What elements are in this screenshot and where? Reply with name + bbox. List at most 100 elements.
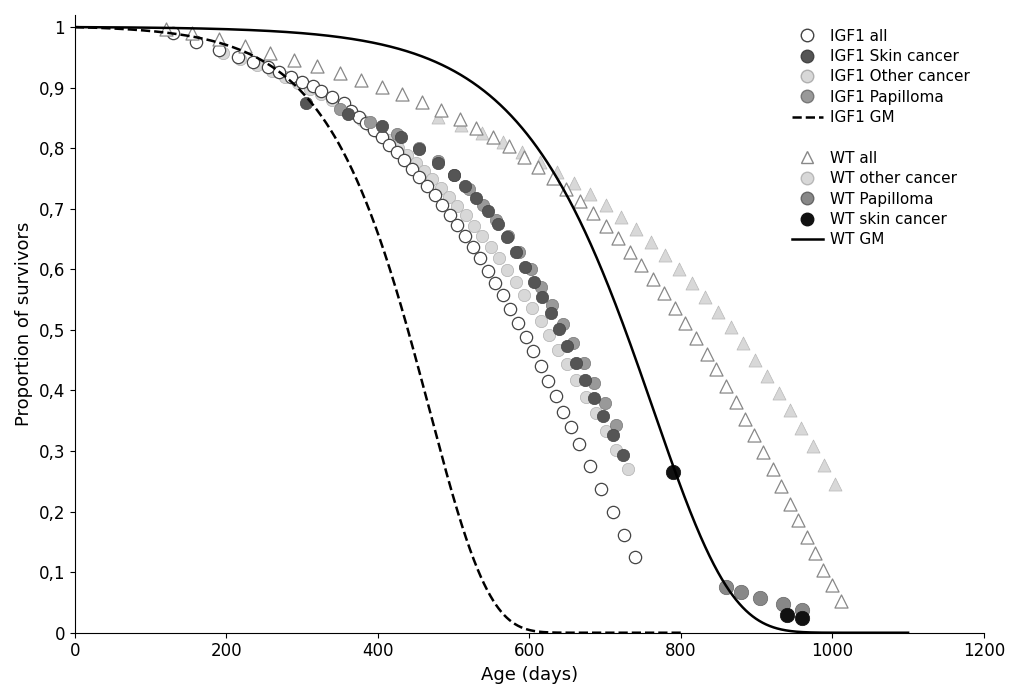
Point — [187, 36, 204, 48]
Point — [381, 135, 397, 146]
Point — [236, 41, 253, 52]
Point — [774, 598, 791, 610]
Point — [642, 236, 658, 247]
Point — [547, 390, 564, 401]
Point — [709, 307, 726, 318]
Point — [263, 65, 279, 76]
Point — [607, 445, 624, 456]
Point — [271, 66, 287, 78]
Point — [210, 34, 226, 45]
Point — [458, 210, 474, 221]
Point — [183, 27, 200, 38]
Point — [585, 392, 601, 403]
Point — [157, 23, 173, 34]
Point — [260, 62, 276, 73]
Point — [777, 609, 794, 620]
Point — [472, 253, 488, 264]
Point — [578, 391, 594, 402]
Point — [607, 419, 624, 431]
Point — [516, 261, 532, 273]
Point — [411, 142, 427, 153]
Point — [558, 359, 575, 370]
Point — [533, 281, 549, 292]
Point — [229, 52, 246, 63]
Point — [543, 299, 559, 310]
Point — [516, 289, 532, 301]
Point — [798, 531, 814, 542]
Point — [490, 253, 506, 264]
Point — [424, 173, 440, 185]
Point — [568, 375, 584, 386]
Point — [754, 447, 770, 458]
Point — [313, 86, 329, 97]
Point — [298, 97, 314, 108]
Point — [430, 111, 446, 122]
Point — [335, 98, 352, 109]
Point — [498, 231, 515, 243]
Point — [302, 83, 318, 94]
Point — [479, 205, 495, 216]
Point — [530, 161, 546, 173]
Point — [305, 81, 321, 92]
Point — [516, 151, 532, 162]
Point — [557, 184, 574, 195]
Point — [373, 131, 389, 143]
Point — [249, 59, 265, 71]
Point — [549, 345, 566, 356]
Point — [825, 478, 842, 489]
Point — [354, 114, 370, 125]
Point — [733, 586, 749, 597]
Point — [532, 360, 548, 371]
Point — [769, 387, 786, 398]
Point — [501, 303, 518, 315]
Point — [790, 514, 806, 526]
Y-axis label: Proportion of survivors: Proportion of survivors — [15, 222, 33, 426]
Point — [550, 324, 567, 335]
Point — [758, 370, 774, 382]
Point — [570, 438, 586, 449]
Point — [451, 113, 468, 124]
Point — [482, 241, 498, 252]
Point — [333, 101, 350, 112]
Point — [426, 190, 442, 201]
Point — [392, 131, 409, 143]
Point — [793, 612, 809, 624]
Point — [413, 96, 429, 108]
Point — [441, 209, 458, 220]
Point — [214, 47, 230, 58]
Point — [644, 273, 660, 284]
Point — [430, 157, 446, 168]
Point — [372, 127, 388, 138]
Point — [408, 157, 424, 168]
Point — [707, 363, 723, 375]
Point — [331, 104, 347, 115]
Point — [814, 564, 830, 575]
Point — [499, 231, 516, 242]
Point — [339, 109, 356, 120]
Point — [577, 375, 593, 386]
Point — [554, 318, 571, 329]
Point — [687, 332, 703, 343]
Point — [540, 375, 556, 387]
Point — [666, 302, 683, 313]
Legend: IGF1 all, IGF1 Skin cancer, IGF1 Other cancer, IGF1 Papilloma, IGF1 GM, , WT all: IGF1 all, IGF1 Skin cancer, IGF1 Other c… — [786, 22, 975, 253]
Point — [542, 308, 558, 319]
Point — [815, 459, 832, 470]
Point — [806, 548, 822, 559]
Point — [475, 199, 491, 210]
Point — [479, 265, 495, 276]
Point — [804, 440, 820, 452]
Point — [581, 461, 597, 472]
Point — [457, 180, 473, 192]
Point — [448, 219, 465, 231]
Point — [343, 108, 360, 119]
Point — [366, 124, 382, 136]
Point — [772, 481, 789, 492]
Point — [389, 142, 406, 153]
Point — [289, 77, 306, 88]
Point — [604, 430, 621, 441]
Point — [793, 604, 809, 615]
Point — [604, 506, 621, 517]
Point — [584, 208, 600, 219]
Point — [457, 231, 473, 242]
